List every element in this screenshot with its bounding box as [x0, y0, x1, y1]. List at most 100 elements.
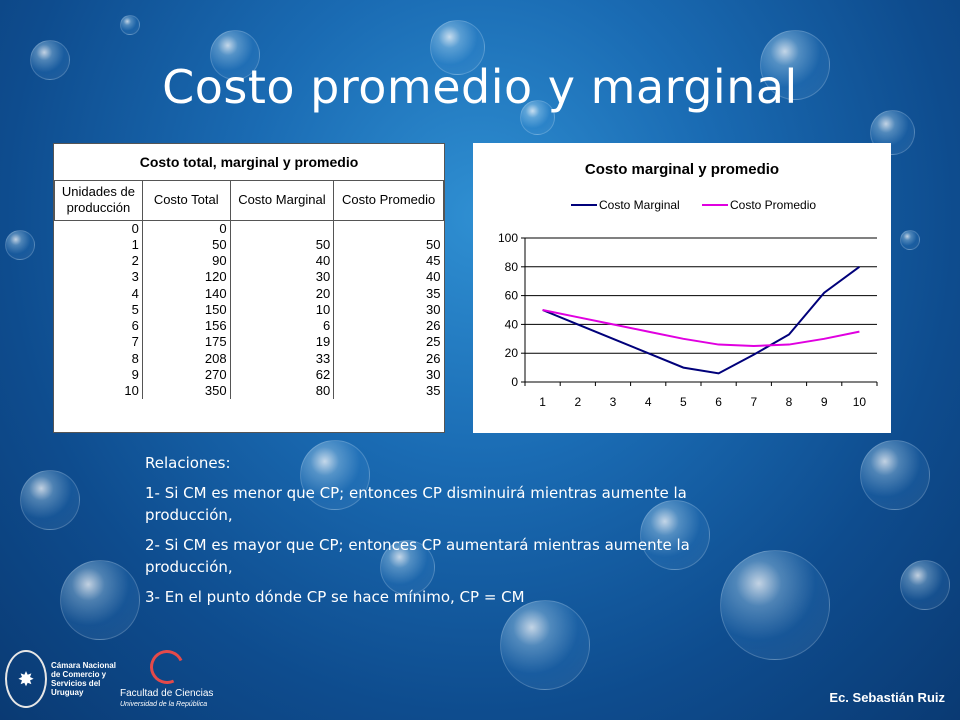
table-cell: 30: [426, 301, 441, 317]
relation-item-1: 1- Si CM es menor que CP; entonces CP di…: [145, 484, 687, 524]
table-cell: 50: [426, 236, 441, 252]
chamber-seal-icon: ✸: [5, 650, 47, 708]
x-tick-label: 2: [574, 395, 581, 409]
table-cell: 2: [54, 252, 143, 270]
x-tick-label: 3: [610, 395, 617, 409]
faculty-emblem-icon: [145, 645, 189, 689]
table-cell: 90: [142, 252, 231, 270]
table-cell: 0: [54, 220, 143, 237]
cost-chart: Costo marginal y promedio Costo Marginal…: [498, 161, 878, 409]
x-tick-label: 4: [645, 395, 652, 409]
x-tick-label: 5: [680, 395, 687, 409]
table-cell: 62: [230, 366, 335, 384]
table-cell: 6: [230, 317, 335, 335]
table-cell: 30: [426, 367, 441, 383]
table-cell: 40: [426, 269, 441, 285]
slide-title: Costo promedio y marginal: [162, 60, 798, 114]
table-cell: 35: [426, 383, 441, 399]
table-row: 6 156 6 26: [54, 317, 444, 335]
chamber-name: Cámara Nacional de Comercio y Servicios …: [51, 661, 116, 697]
table-cell: 350: [142, 383, 231, 400]
table-row: 5 150 10 30: [54, 301, 444, 318]
y-tick-label: 80: [505, 260, 519, 274]
y-tick-label: 60: [505, 289, 519, 303]
table-row: 4 140 20 35: [54, 285, 444, 302]
x-tick-label: 6: [715, 395, 722, 409]
x-tick-label: 8: [786, 395, 793, 409]
table-cell: 8: [54, 350, 143, 367]
table-cell: 3: [54, 269, 143, 286]
table-cell: 175: [142, 334, 231, 351]
table-row: 1 50 50 50: [54, 236, 444, 253]
table-cell: 156: [142, 317, 231, 335]
x-tick-label: 9: [821, 395, 828, 409]
table-cell: 140: [142, 285, 231, 302]
relations-text: Relaciones: 1- Si CM es menor que CP; en…: [145, 452, 775, 616]
series-line-1: [542, 309, 860, 348]
chamber-logo: ✸ Cámara Nacional de Comercio y Servicio…: [5, 650, 141, 708]
chart-grid: [521, 237, 878, 386]
table-cell: 50: [142, 236, 231, 253]
legend-label: Costo Marginal: [599, 198, 680, 212]
faculty-logo: Facultad de Ciencias Universidad de la R…: [120, 645, 214, 710]
table-cell: 26: [426, 350, 441, 366]
table-cell: 1: [54, 236, 143, 253]
legend-label: Costo Promedio: [730, 198, 816, 212]
table-row: 7 175 19 25: [54, 334, 444, 351]
table-cell: 50: [230, 236, 335, 253]
faculty-name: Facultad de Ciencias: [120, 688, 214, 699]
cost-table: Costo total, marginal y promedio Unidade…: [54, 144, 444, 400]
y-tick-label: 20: [505, 346, 519, 360]
chart-legend: Costo Marginal Costo Promedio: [571, 198, 816, 212]
x-tick-label: 10: [853, 395, 867, 409]
cost-table-panel: Costo total, marginal y promedio Unidade…: [53, 143, 445, 433]
table-cell: 45: [426, 252, 441, 268]
series-line-0: [542, 265, 860, 375]
table-cell: 9: [54, 366, 143, 384]
table-cell: 208: [142, 350, 231, 367]
table-cell: 40: [230, 252, 335, 270]
table-cell: [334, 220, 444, 237]
y-axis-ticks: 0 20 40 60 80 100: [498, 231, 518, 389]
table-cell: 19: [230, 334, 335, 351]
y-tick-label: 0: [511, 375, 518, 389]
table-cell: 4: [54, 285, 143, 302]
table-cell: 25: [426, 334, 441, 350]
table-cell: 30: [230, 269, 335, 286]
relation-item-2: 2- Si CM es mayor que CP; entonces CP au…: [145, 536, 690, 576]
table-cell: 10: [54, 383, 143, 400]
header-average-cost: Costo Promedio: [333, 179, 444, 221]
table-row: 10 350 80 35: [54, 383, 444, 400]
table-cell: 80: [230, 383, 335, 400]
author-signature: Ec. Sebastián Ruiz: [829, 690, 945, 705]
table-cell: 10: [230, 301, 335, 318]
table-cell: 35: [426, 285, 441, 301]
table-cell: 270: [142, 366, 231, 384]
table-row: 2 90 40 45: [54, 252, 444, 270]
table-cell: 33: [230, 350, 335, 367]
header-total-cost: Costo Total: [141, 179, 231, 221]
table-cell: 20: [230, 285, 335, 302]
table-cell: [230, 220, 335, 237]
table-body: 0 0 1 50 50 50 2 90 40 45 3 120 30 40 4 140 20 35 5 150 10 30…: [54, 220, 444, 400]
x-tick-label: 7: [750, 395, 757, 409]
y-tick-label: 100: [498, 231, 518, 245]
table-cell: 150: [142, 301, 231, 318]
relation-item-3: 3- En el punto dónde CP se hace mínimo, …: [145, 588, 525, 606]
chart-series: [542, 265, 860, 375]
table-cell: 5: [54, 301, 143, 318]
table-cell: 7: [54, 334, 143, 351]
header-units: Unidades de producción: [54, 179, 143, 221]
table-cell: 0: [142, 220, 231, 237]
table-cell: 6: [54, 317, 143, 335]
chart-title: Costo marginal y promedio: [585, 161, 779, 178]
x-axis-ticks: 1 2 3 4 5 6 7 8 9 10: [539, 395, 866, 409]
x-tick-label: 1: [539, 395, 546, 409]
table-row: 8 208 33 26: [54, 350, 444, 367]
table-caption: Costo total, marginal y promedio: [54, 144, 444, 181]
table-cell: 120: [142, 269, 231, 286]
university-name: Universidad de la República: [120, 701, 208, 708]
table-row: 3 120 30 40: [54, 269, 444, 286]
table-cell: 26: [426, 318, 441, 334]
header-marginal-cost: Costo Marginal: [229, 179, 335, 221]
